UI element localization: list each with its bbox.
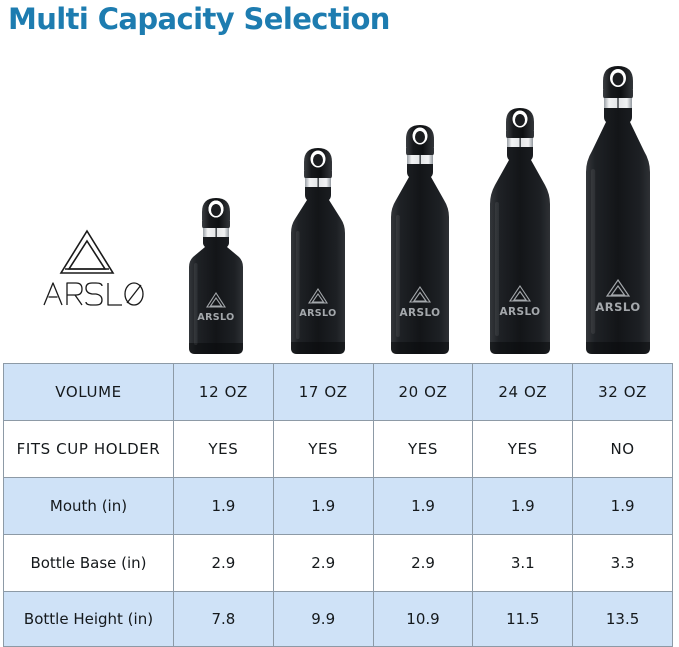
table-row-mouth: Mouth (in) 1.9 1.9 1.9 1.9 1.9 [3,477,673,535]
cell-fits-24oz: YES [472,420,574,478]
brand-triangle-icon [58,228,116,276]
svg-text:ARSLO: ARSLO [595,300,640,314]
cell-base-20oz: 2.9 [372,534,474,592]
cell-fits-17oz: YES [272,420,374,478]
cell-volume-20oz: 20 OZ [372,363,474,421]
cell-mouth-20oz: 1.9 [372,477,474,535]
row-label-bottle-base: Bottle Base (in) [3,534,174,592]
bottle-20oz: ARSLO [385,120,455,358]
table-row-bottle-height: Bottle Height (in) 7.8 9.9 10.9 11.5 13.… [3,591,673,647]
cell-base-32oz: 3.3 [572,534,673,592]
cell-mouth-32oz: 1.9 [572,477,673,535]
cell-base-17oz: 2.9 [272,534,374,592]
cell-fits-20oz: YES [372,420,474,478]
cell-volume-12oz: 12 OZ [173,363,274,421]
page-title: Multi Capacity Selection [8,2,390,36]
table-row-bottle-base: Bottle Base (in) 2.9 2.9 2.9 3.1 3.3 [3,534,673,592]
svg-text:ARSLO: ARSLO [499,306,540,318]
cell-mouth-24oz: 1.9 [472,477,574,535]
svg-text:ARSLO: ARSLO [299,308,336,319]
row-label-fits-cup-holder: FITS CUP HOLDER [3,420,174,478]
cell-volume-24oz: 24 OZ [472,363,574,421]
cell-mouth-12oz: 1.9 [173,477,274,535]
product-lineup: ARSLO [38,61,656,358]
bottle-24oz: ARSLO [484,103,556,358]
row-label-bottle-height: Bottle Height (in) [3,591,174,647]
svg-text:ARSLO: ARSLO [399,307,440,319]
cell-fits-12oz: YES [173,420,274,478]
specification-table: VOLUME 12 OZ 17 OZ 20 OZ 24 OZ 32 OZ FIT… [3,363,673,647]
cell-fits-32oz: NO [572,420,673,478]
cell-height-20oz: 10.9 [372,591,474,647]
cell-mouth-17oz: 1.9 [272,477,374,535]
bottle-32oz: ARSLO [580,61,656,358]
table-row-fits-cup-holder: FITS CUP HOLDER YES YES YES YES NO [3,420,673,478]
cell-base-24oz: 3.1 [472,534,574,592]
table-row-volume: VOLUME 12 OZ 17 OZ 20 OZ 24 OZ 32 OZ [3,363,673,421]
cell-base-12oz: 2.9 [173,534,274,592]
brand-logo [38,228,148,318]
bottle-12oz: ARSLO [183,193,249,358]
cell-height-17oz: 9.9 [272,591,374,647]
row-label-volume: VOLUME [3,363,174,421]
cell-volume-32oz: 32 OZ [572,363,673,421]
bottle-17oz: ARSLO [285,143,351,358]
brand-wordmark [38,278,148,313]
cell-height-24oz: 11.5 [472,591,574,647]
row-label-mouth: Mouth (in) [3,477,174,535]
cell-height-32oz: 13.5 [572,591,673,647]
cell-volume-17oz: 17 OZ [272,363,374,421]
svg-text:ARSLO: ARSLO [197,312,234,323]
cell-height-12oz: 7.8 [173,591,274,647]
